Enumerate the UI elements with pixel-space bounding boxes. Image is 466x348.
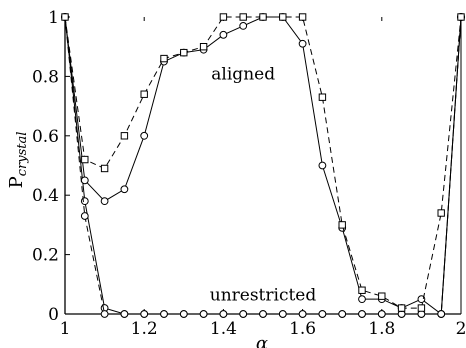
- series-2: [61, 13, 465, 318]
- series-3-line: [64, 16, 462, 309]
- data-point: [358, 286, 366, 294]
- data-point: [378, 292, 386, 300]
- data-point: [239, 310, 248, 318]
- data-point: [239, 22, 248, 30]
- y-tick-label: 0.4: [32, 186, 59, 206]
- data-point: [279, 13, 287, 21]
- data-point: [338, 221, 346, 229]
- x-tick-label: 1.4: [210, 319, 237, 339]
- series-1: [61, 13, 465, 318]
- data-point: [298, 310, 307, 318]
- x-tick-label: 1.8: [368, 319, 395, 339]
- series-0: [61, 13, 465, 318]
- data-point: [179, 310, 188, 318]
- y-tick-label: 0.6: [32, 127, 59, 147]
- data-point: [318, 161, 327, 170]
- data-point: [140, 90, 148, 98]
- data-point: [318, 93, 327, 101]
- series-layer: [61, 13, 465, 318]
- x-tick-label: 1.2: [131, 319, 158, 339]
- data-point: [100, 197, 109, 206]
- data-point: [140, 310, 149, 318]
- data-point: [278, 310, 287, 318]
- data-point: [100, 310, 109, 318]
- data-point: [219, 310, 228, 318]
- data-point: [437, 310, 446, 318]
- y-tick-label: 0.2: [32, 246, 59, 266]
- annotation-aligned: aligned: [211, 64, 275, 84]
- x-tick-label: 1: [60, 319, 71, 339]
- series-0-line: [64, 16, 462, 315]
- data-point: [199, 43, 208, 51]
- y-axis-label: Pcrystal: [6, 132, 30, 189]
- x-tick-label: 2: [456, 319, 466, 339]
- data-point: [259, 310, 267, 318]
- y-tick-label: 0.8: [32, 67, 59, 87]
- data-point: [457, 13, 465, 21]
- data-point: [120, 132, 129, 140]
- data-point: [298, 39, 307, 48]
- data-point: [100, 164, 109, 173]
- data-point: [180, 48, 188, 57]
- data-point: [259, 13, 267, 21]
- data-point: [417, 304, 426, 312]
- plot-axes: [64, 16, 462, 315]
- data-point: [358, 310, 366, 318]
- data-point: [437, 209, 445, 217]
- series-1-line: [64, 16, 462, 315]
- y-tick-label: 0: [48, 305, 59, 325]
- data-point: [160, 54, 168, 63]
- data-point: [417, 295, 426, 304]
- data-point: [338, 310, 347, 318]
- data-point: [160, 310, 168, 318]
- annotation-unrestricted: unrestricted: [210, 286, 317, 306]
- svg-text:Pcrystal: Pcrystal: [6, 132, 30, 189]
- data-point: [239, 13, 247, 21]
- data-point: [318, 310, 327, 318]
- data-point: [80, 212, 89, 220]
- data-point: [397, 304, 406, 312]
- x-axis-label: α: [256, 333, 268, 348]
- data-point: [120, 185, 129, 194]
- data-point: [219, 30, 228, 39]
- tick-labels: 1 1.2 1.4 1.6 1.8 2 0 0.2 0.4 0.6 0.8 1: [32, 8, 466, 339]
- data-point: [80, 197, 89, 206]
- y-axis-label-sub: crystal: [15, 132, 30, 177]
- data-point: [219, 13, 228, 21]
- data-point: [81, 155, 89, 164]
- data-point: [199, 310, 208, 318]
- data-point: [358, 295, 366, 304]
- data-point: [377, 310, 386, 318]
- data-point: [298, 13, 307, 21]
- data-point: [120, 310, 129, 318]
- y-tick-label: 1: [48, 8, 59, 28]
- series-2-line: [64, 16, 462, 315]
- series-3: [61, 13, 465, 312]
- y-axis-label-main: P: [6, 176, 27, 188]
- data-point: [140, 131, 149, 140]
- data-point: [61, 13, 69, 21]
- data-point: [80, 176, 89, 185]
- x-tick-label: 1.6: [289, 319, 316, 339]
